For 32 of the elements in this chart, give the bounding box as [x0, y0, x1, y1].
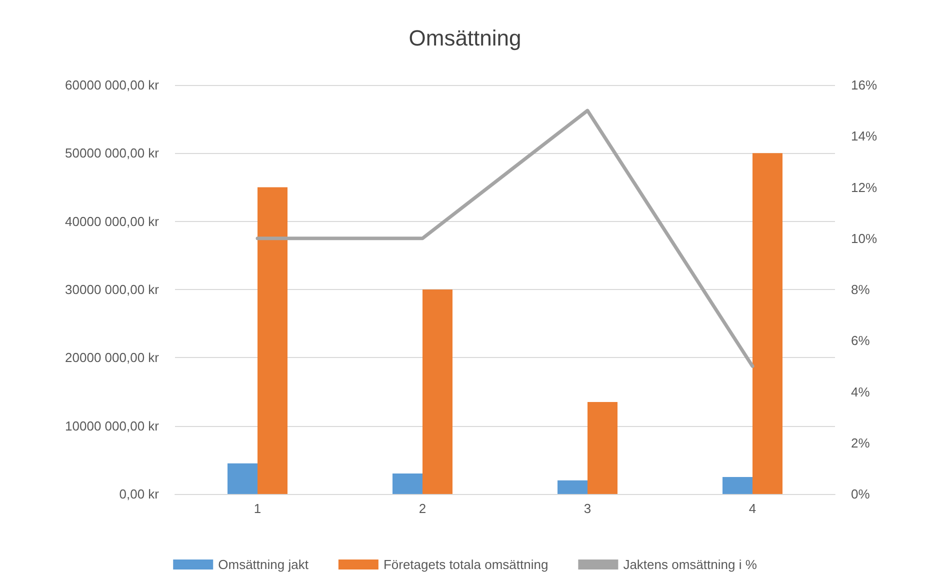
- y2-tick-label: 4%: [851, 384, 870, 400]
- y-tick-label: 30000 000,00 kr: [65, 282, 160, 297]
- y-tick-label: 10000 000,00 kr: [65, 418, 160, 434]
- bar: [558, 480, 588, 494]
- bar: [228, 463, 258, 494]
- x-tick-label: 3: [584, 501, 592, 516]
- y-tick-label: 20000 000,00 kr: [65, 350, 160, 366]
- y2-tick-label: 12%: [851, 180, 878, 195]
- bar: [422, 290, 452, 494]
- bar: [722, 476, 752, 494]
- y-tick-label: 40000 000,00 kr: [65, 214, 160, 229]
- y2-tick-label: 10%: [851, 230, 878, 246]
- x-tick-label: 2: [418, 501, 426, 516]
- chart-title: Omsättning: [408, 26, 522, 50]
- bar: [752, 153, 782, 494]
- y-tick-label: 60000 000,00 kr: [65, 78, 160, 92]
- legend-label: Jaktens omsättning i %: [623, 557, 758, 572]
- y2-tick-label: 8%: [851, 282, 870, 297]
- x-tick-label: 4: [748, 501, 756, 516]
- y-tick-label: 50000 000,00 kr: [65, 146, 160, 161]
- y2-tick-label: 6%: [851, 333, 870, 348]
- y-tick-label: 0,00 kr: [119, 486, 160, 502]
- legend-label: Företagets totala omsättning: [383, 557, 548, 572]
- bar: [258, 187, 288, 494]
- y2-tick-label: 0%: [851, 486, 870, 502]
- x-tick-label: 1: [254, 501, 262, 516]
- y2-tick-label: 16%: [851, 78, 878, 92]
- y2-tick-label: 2%: [851, 435, 870, 450]
- bar: [588, 402, 618, 494]
- bar: [392, 474, 422, 494]
- legend-label: Omsättning jakt: [218, 557, 309, 572]
- y2-tick-label: 14%: [851, 128, 878, 144]
